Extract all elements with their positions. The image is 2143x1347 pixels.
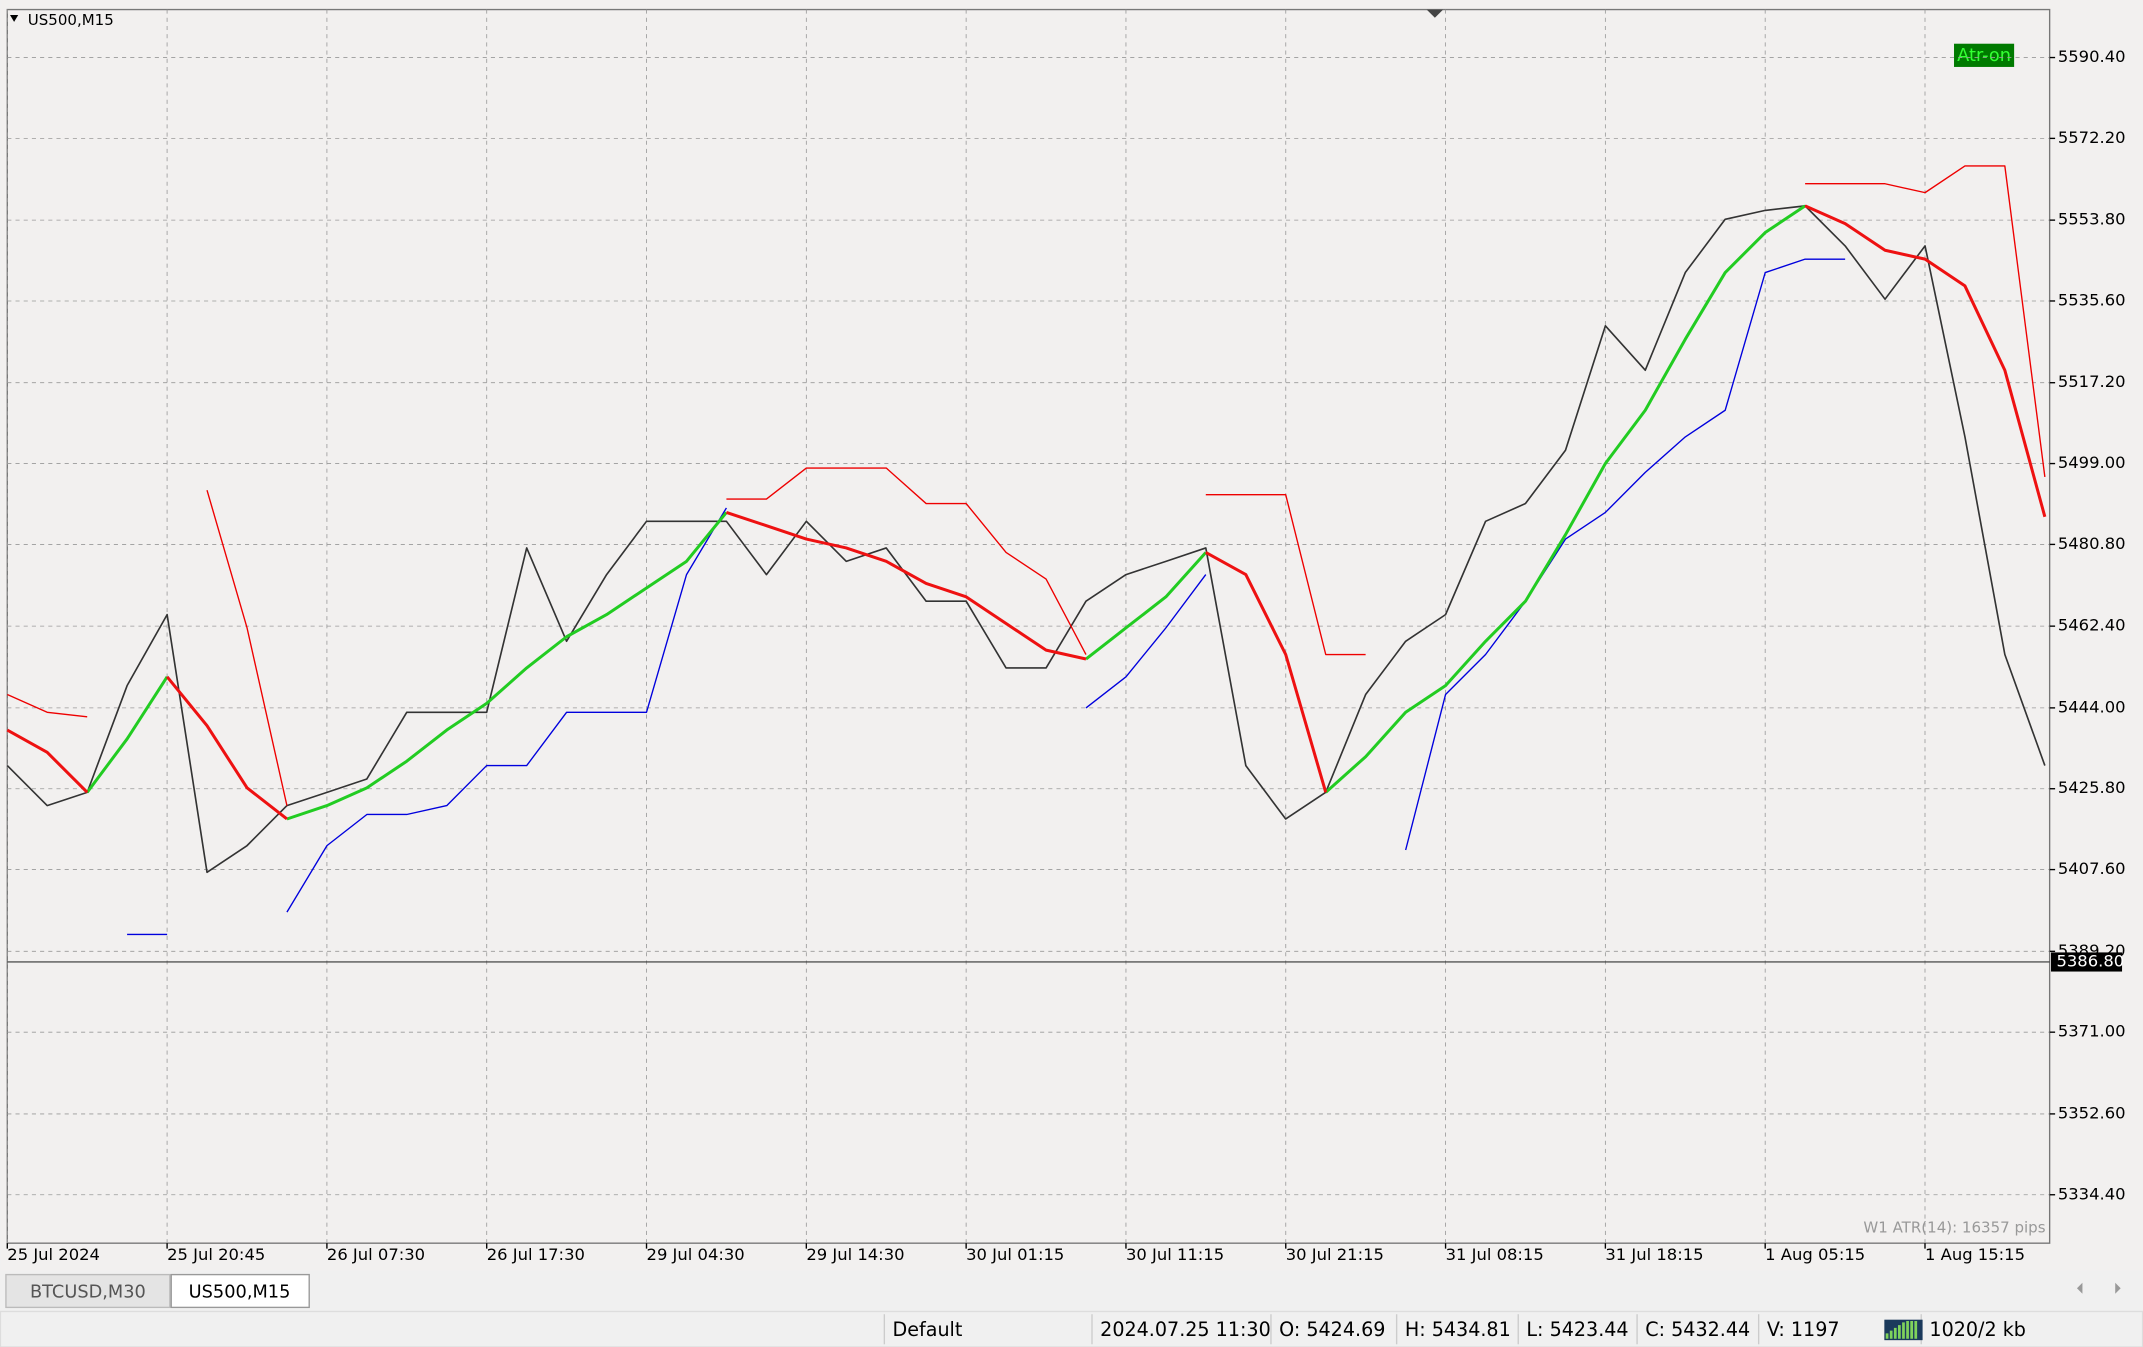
x-tick-label: 1 Aug 05:15 <box>1765 1245 1865 1264</box>
y-tick-label: 5407.60 <box>2058 859 2126 878</box>
y-tick-label: 5535.60 <box>2058 290 2126 309</box>
x-tick-label: 31 Jul 08:15 <box>1446 1245 1544 1264</box>
tab-label[interactable]: US500,M15 <box>189 1282 291 1302</box>
series-line <box>86 204 1806 821</box>
price-tag <box>2051 952 2123 972</box>
tab-bar: BTCUSD,M30 US500,M15 <box>0 1270 2143 1309</box>
shift-marker <box>1426 9 1444 18</box>
x-tick-label: 30 Jul 01:15 <box>966 1245 1064 1264</box>
y-tick-label: 5371.00 <box>2058 1022 2126 1041</box>
series-line <box>7 165 2046 806</box>
x-tick-label: 1 Aug 15:15 <box>1925 1245 2025 1264</box>
series-line <box>127 258 1846 936</box>
x-tick-label: 26 Jul 07:30 <box>327 1245 425 1264</box>
plot: 5590.40 5572.20 5553.80 5535.60 5517.20 5499.… <box>6 9 2126 1264</box>
atr-info: W1 ATR(14): 16357 pips <box>1863 1219 2045 1237</box>
x-tick-label: 30 Jul 11:15 <box>1126 1245 1224 1264</box>
y-tick-label: 5572.20 <box>2058 128 2126 147</box>
x-tick-label: 29 Jul 04:30 <box>647 1245 745 1264</box>
status-items: Default 2024.07.25 11:30 O: 5424.69 H: 5434… <box>883 1314 2026 1345</box>
series-line <box>6 205 2046 874</box>
y-tick-label: 5444.00 <box>2058 697 2126 716</box>
status-item: 1020/2 kb <box>1929 1318 2026 1341</box>
x-tick-label: 25 Jul 2024 <box>7 1245 100 1264</box>
y-tick-label: 5462.40 <box>2058 616 2126 635</box>
menu-arrow[interactable] <box>10 15 19 22</box>
chart-background <box>0 0 2142 1270</box>
status-item: H: 5434.81 <box>1405 1318 1511 1341</box>
atr-badge <box>1954 43 2015 67</box>
tab-strip <box>0 1270 2143 1309</box>
x-tick-label: 29 Jul 14:30 <box>806 1245 904 1264</box>
price-tag-label: 5386.80 <box>2056 951 2124 970</box>
tab-label[interactable]: BTCUSD,M30 <box>30 1282 146 1302</box>
x-tick-label: 30 Jul 21:15 <box>1286 1245 1384 1264</box>
y-tick-label: 5590.40 <box>2058 47 2126 66</box>
y-tick-label: 5517.20 <box>2058 372 2126 391</box>
series-line <box>6 204 2047 821</box>
status-item: C: 5432.44 <box>1645 1318 1750 1341</box>
signal-icon <box>1884 1319 1923 1341</box>
status-item: O: 5424.69 <box>1279 1318 1385 1341</box>
y-tick-label: 5425.80 <box>2058 778 2126 797</box>
x-tick-label: 25 Jul 20:45 <box>167 1245 265 1264</box>
status-item: 2024.07.25 11:30 <box>1100 1318 1271 1341</box>
x-tick-label: 26 Jul 17:30 <box>487 1245 585 1264</box>
tab-active[interactable] <box>170 1273 310 1309</box>
status-bar <box>0 1310 2143 1347</box>
y-tick-label: 5352.60 <box>2058 1103 2126 1122</box>
y-tick-label: 5499.00 <box>2058 453 2126 472</box>
symbol-label: US500,M15 <box>28 11 114 29</box>
y-tick-label: 5334.40 <box>2058 1184 2126 1203</box>
status-item: Default <box>893 1318 963 1341</box>
status-item: L: 5423.44 <box>1526 1318 1628 1341</box>
y-tick-label: 5553.80 <box>2058 210 2126 229</box>
tab[interactable] <box>5 1273 171 1309</box>
atr-label: Atr-on <box>1957 46 2011 66</box>
status-item: V: 1197 <box>1767 1318 1840 1341</box>
y-tick-label: 5480.80 <box>2058 534 2126 553</box>
x-tick-label: 31 Jul 18:15 <box>1605 1245 1703 1264</box>
